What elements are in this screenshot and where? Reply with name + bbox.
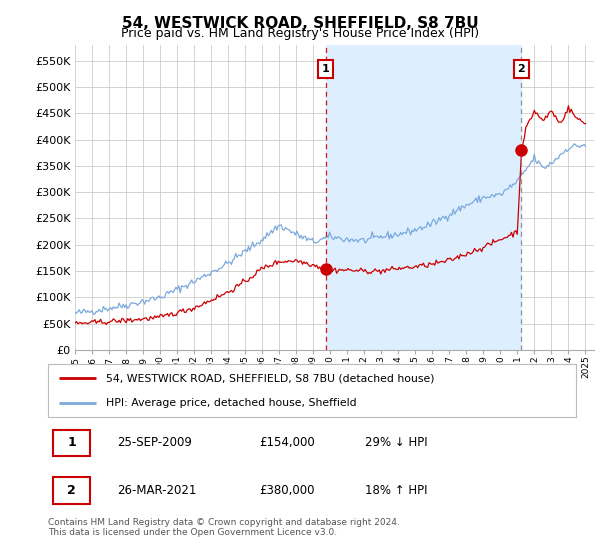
FancyBboxPatch shape (53, 430, 90, 456)
Text: 54, WESTWICK ROAD, SHEFFIELD, S8 7BU (detached house): 54, WESTWICK ROAD, SHEFFIELD, S8 7BU (de… (106, 374, 434, 384)
Text: 25-SEP-2009: 25-SEP-2009 (116, 436, 191, 450)
FancyBboxPatch shape (53, 477, 90, 504)
Bar (326, 45, 521, 350)
Text: 2: 2 (517, 64, 525, 74)
Text: 1: 1 (322, 64, 329, 74)
Text: £154,000: £154,000 (259, 436, 315, 450)
Text: Contains HM Land Registry data © Crown copyright and database right 2024.
This d: Contains HM Land Registry data © Crown c… (48, 518, 400, 538)
Text: HPI: Average price, detached house, Sheffield: HPI: Average price, detached house, Shef… (106, 398, 357, 408)
Text: 29% ↓ HPI: 29% ↓ HPI (365, 436, 427, 450)
Text: 26-MAR-2021: 26-MAR-2021 (116, 484, 196, 497)
Text: £380,000: £380,000 (259, 484, 315, 497)
Text: 54, WESTWICK ROAD, SHEFFIELD, S8 7BU: 54, WESTWICK ROAD, SHEFFIELD, S8 7BU (122, 16, 478, 31)
Text: 1: 1 (67, 436, 76, 450)
Text: 18% ↑ HPI: 18% ↑ HPI (365, 484, 427, 497)
Text: Price paid vs. HM Land Registry's House Price Index (HPI): Price paid vs. HM Land Registry's House … (121, 27, 479, 40)
Text: 2: 2 (67, 484, 76, 497)
